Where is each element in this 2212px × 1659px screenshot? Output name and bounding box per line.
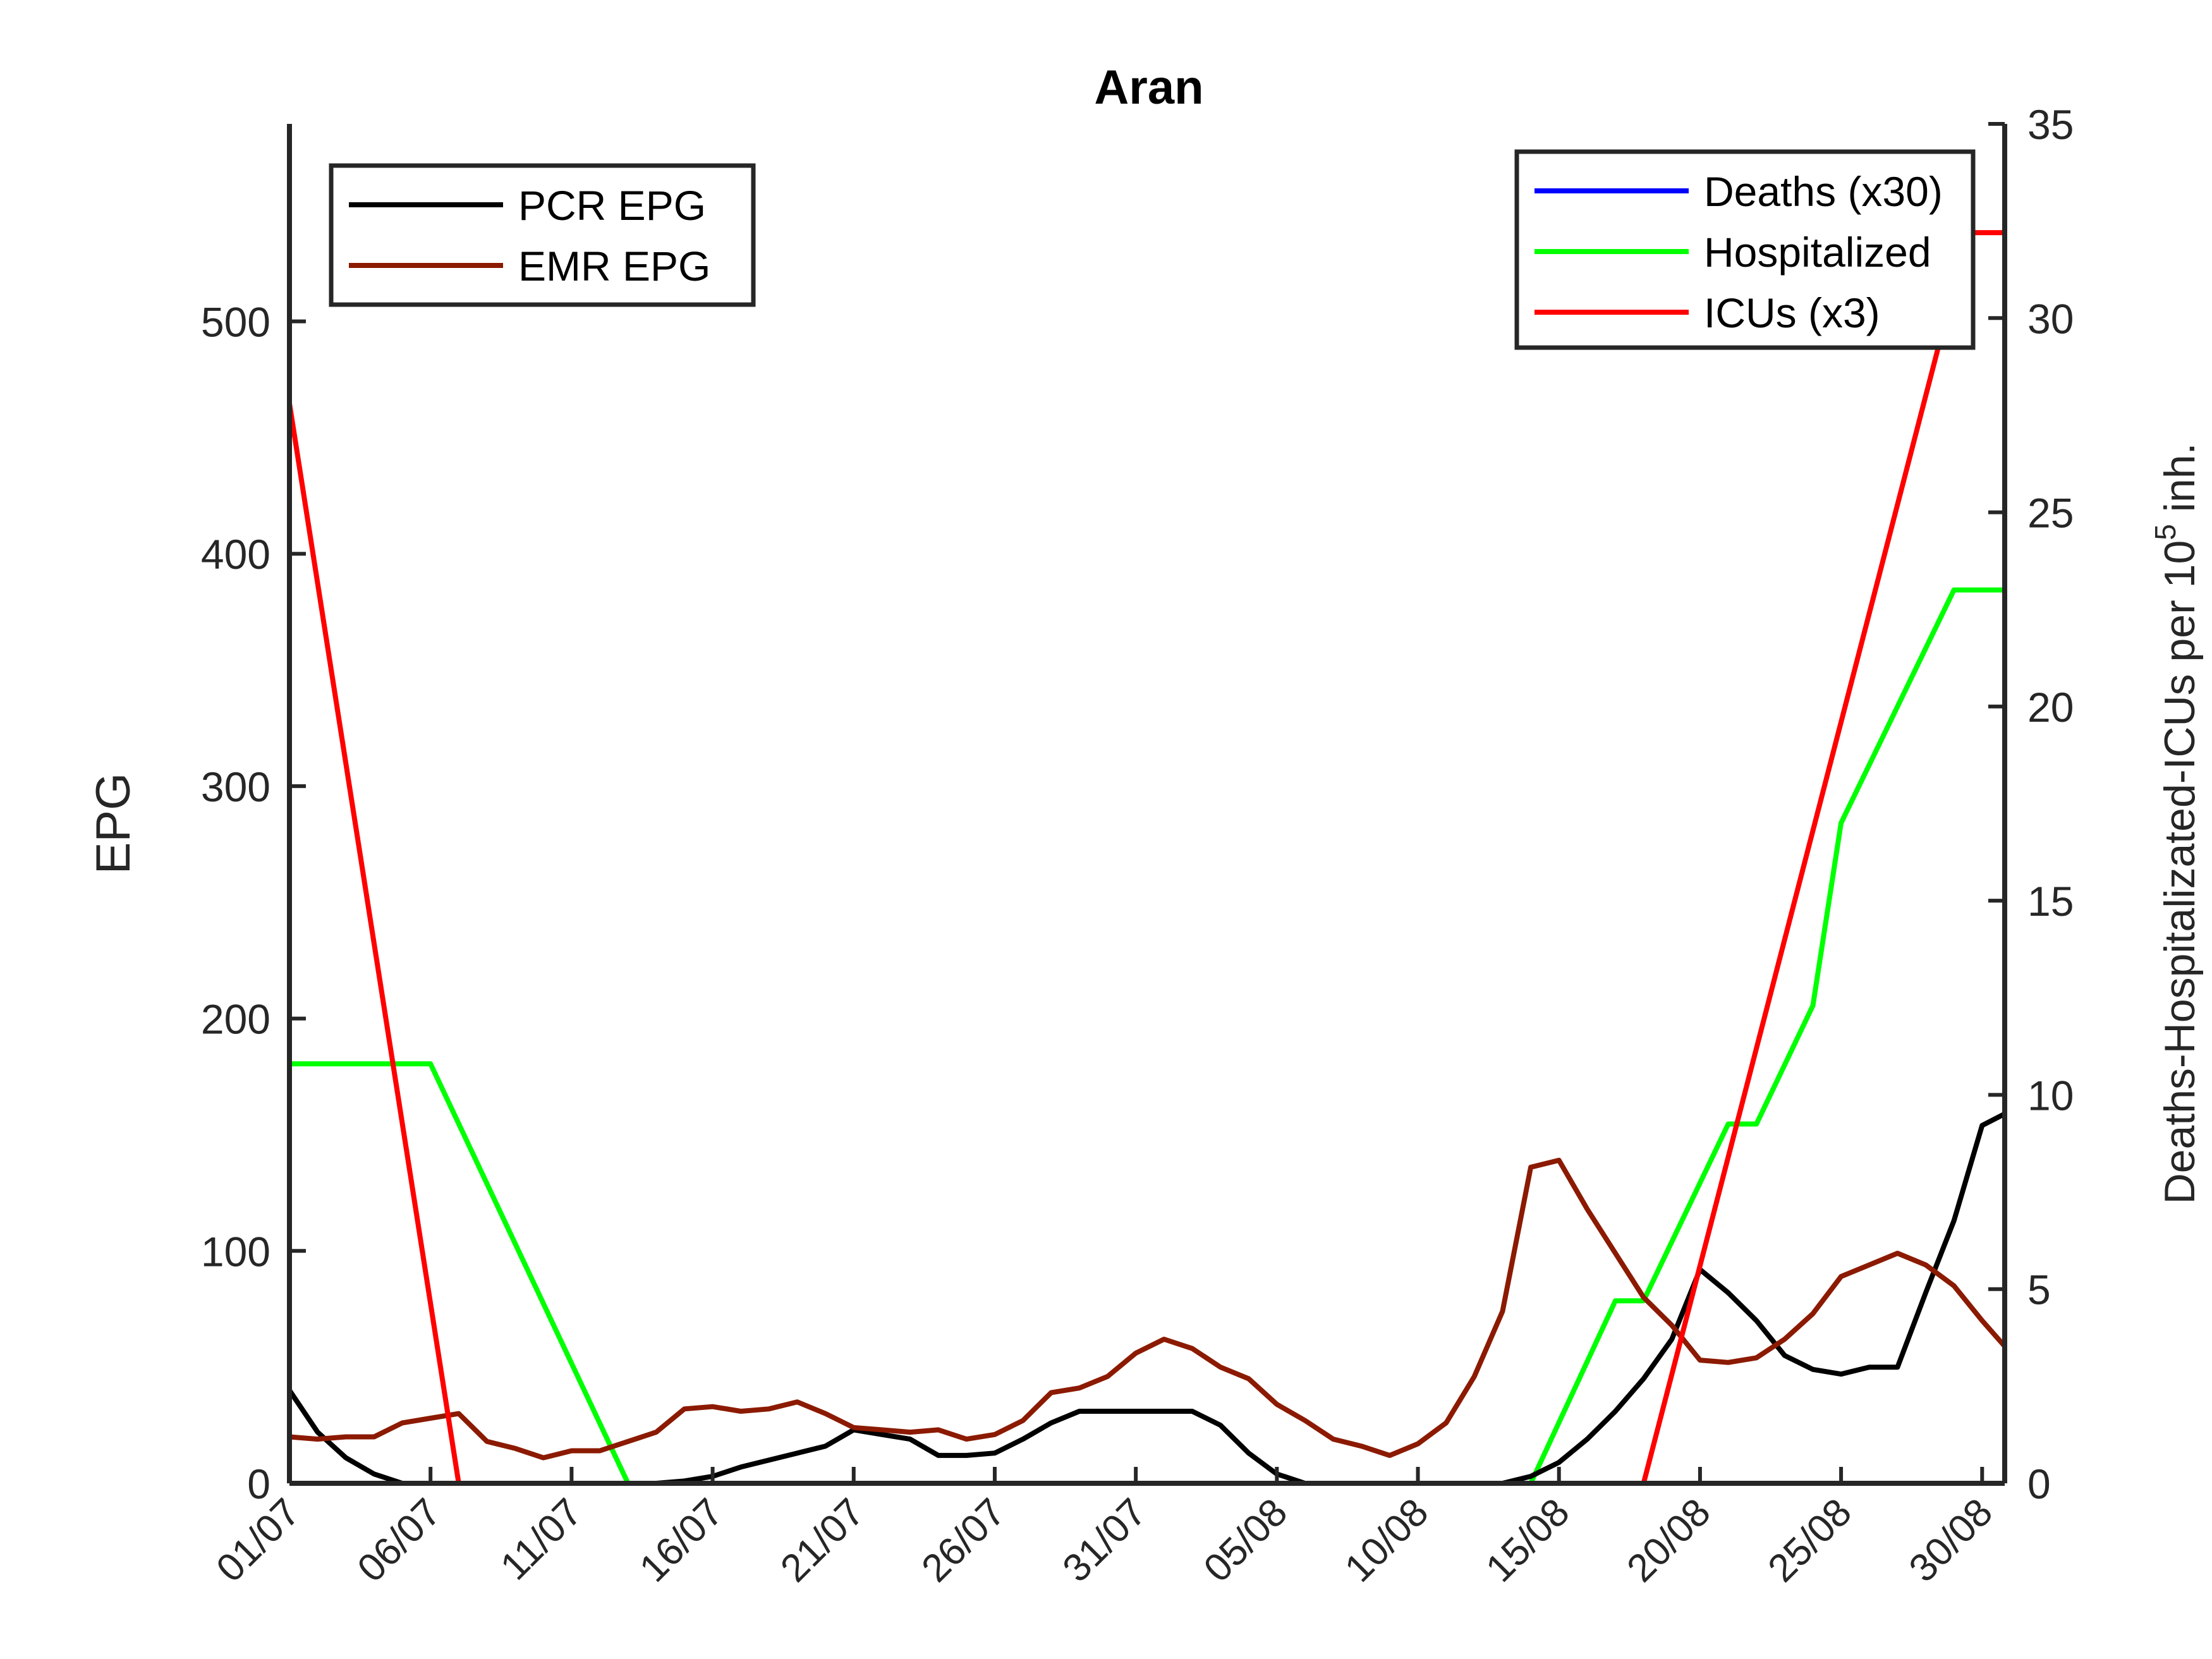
legend-label-pcr-epg: PCR EPG [518, 182, 706, 229]
left-tick-label: 400 [201, 531, 270, 578]
legend-label-deaths-x30: Deaths (x30) [1704, 168, 1943, 215]
legend-label-emr-epg: EMR EPG [518, 243, 710, 289]
right-axis-label-suffix: inh. [2156, 443, 2204, 525]
right-tick-label: 25 [2027, 490, 2074, 537]
right-tick-label: 30 [2027, 295, 2074, 342]
series-line-emr-epg [289, 1157, 2007, 1461]
right-tick-label: 5 [2027, 1267, 2051, 1313]
left-tick-label: 100 [201, 1228, 270, 1275]
left-axis-label: EPG [87, 773, 140, 875]
left-axis-ticks: 0 100 200 300 400 500 [201, 299, 306, 1507]
chart-title: Aran [1094, 61, 1203, 114]
right-tick-label: 15 [2027, 878, 2074, 925]
legend-right: Deaths (x30) Hospitalized ICUs (x3) [1514, 149, 1976, 350]
right-axis-label-prefix: Deaths-Hospitalizated-ICUs per 10 [2156, 540, 2204, 1205]
right-axis-ticks: 0 5 10 15 20 25 30 35 [1988, 101, 2074, 1507]
legend-left: PCR EPG EMR EPG [329, 163, 756, 307]
right-tick-label: 20 [2027, 684, 2074, 731]
left-tick-label: 0 [247, 1461, 270, 1507]
right-axis-label: Deaths-Hospitalizated-ICUs per 105 inh. [2149, 443, 2204, 1205]
right-axis-label-exponent: 5 [2149, 524, 2182, 540]
legend-label-hospitalized: Hospitalized [1704, 229, 1931, 276]
left-tick-label: 200 [201, 996, 270, 1043]
legend-box [329, 163, 756, 307]
legend-label-icus-x3: ICUs (x3) [1704, 289, 1880, 336]
left-tick-label: 300 [201, 763, 270, 810]
right-tick-label: 35 [2027, 101, 2074, 148]
right-tick-label: 0 [2027, 1461, 2051, 1507]
right-tick-label: 10 [2027, 1072, 2074, 1119]
left-tick-label: 500 [201, 299, 270, 346]
